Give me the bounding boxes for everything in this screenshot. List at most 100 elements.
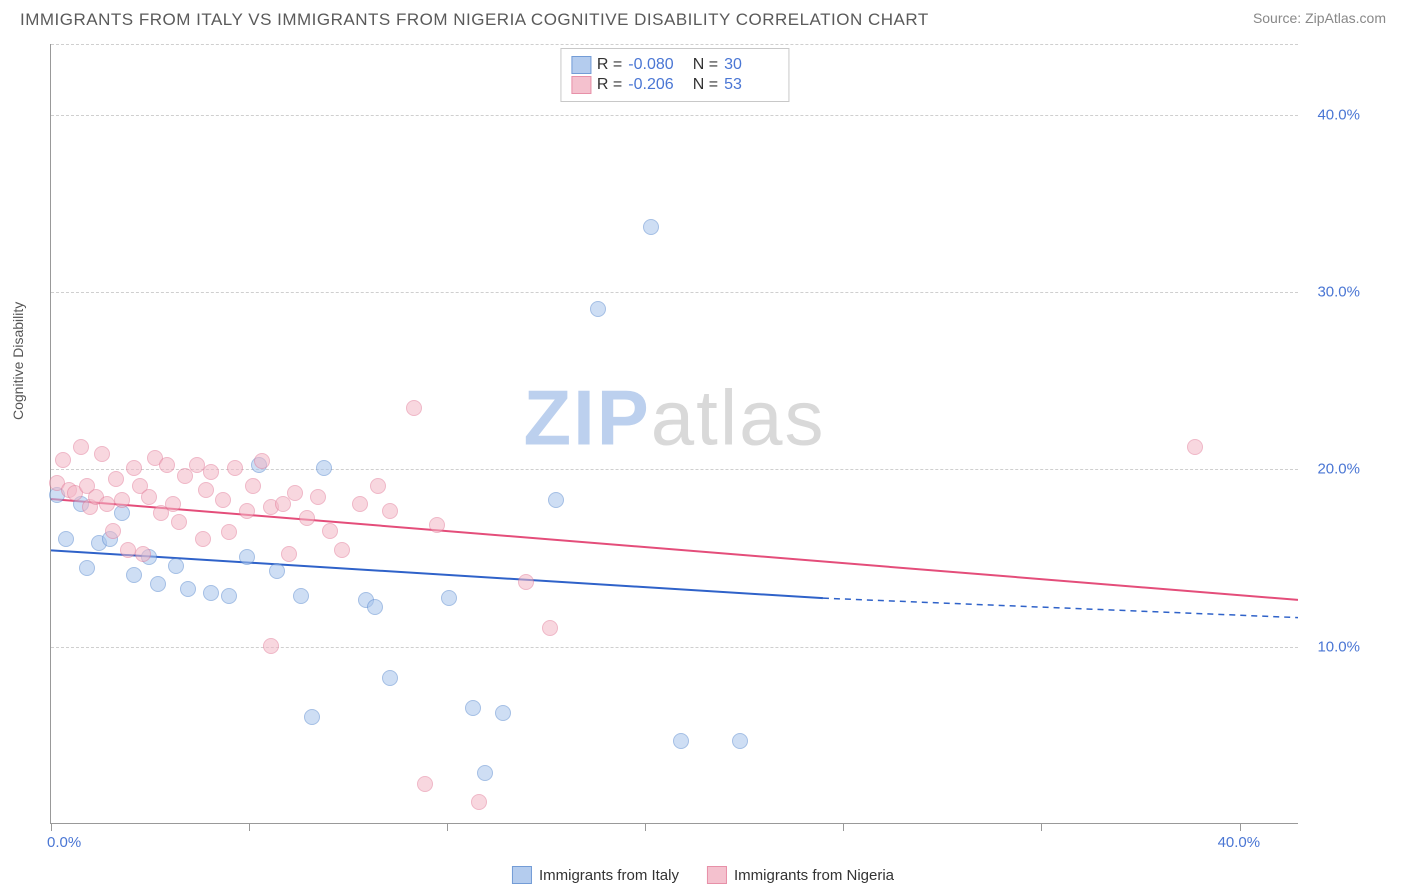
n-value-nigeria: 53 <box>724 76 778 94</box>
y-axis-label: Cognitive Disability <box>10 302 26 420</box>
bottom-legend-label-italy: Immigrants from Italy <box>539 867 679 884</box>
data-point-italy <box>168 558 184 574</box>
chart-title: IMMIGRANTS FROM ITALY VS IMMIGRANTS FROM… <box>20 10 929 30</box>
source-label: Source: ZipAtlas.com <box>1253 10 1386 26</box>
data-point-nigeria <box>195 531 211 547</box>
data-point-nigeria <box>471 794 487 810</box>
r-value-italy: -0.080 <box>628 56 682 74</box>
y-tick-label: 20.0% <box>1317 461 1360 478</box>
data-point-italy <box>495 705 511 721</box>
data-point-nigeria <box>120 542 136 558</box>
data-point-nigeria <box>126 460 142 476</box>
data-point-nigeria <box>215 492 231 508</box>
legend-swatch-italy <box>571 56 591 74</box>
data-point-italy <box>590 301 606 317</box>
data-point-italy <box>180 581 196 597</box>
data-point-nigeria <box>518 574 534 590</box>
x-tick-mark <box>447 823 448 831</box>
data-point-nigeria <box>254 453 270 469</box>
data-point-italy <box>239 549 255 565</box>
correlation-legend: R =-0.080 N =30R =-0.206 N =53 <box>560 48 789 102</box>
series-legend: Immigrants from Italy Immigrants from Nig… <box>512 866 894 884</box>
data-point-italy <box>293 588 309 604</box>
data-point-italy <box>150 576 166 592</box>
bottom-legend-item-nigeria: Immigrants from Nigeria <box>707 866 894 884</box>
regression-line-nigeria <box>51 499 1298 600</box>
data-point-nigeria <box>141 489 157 505</box>
data-point-nigeria <box>105 523 121 539</box>
y-tick-label: 30.0% <box>1317 284 1360 301</box>
x-tick-mark <box>1041 823 1042 831</box>
n-label: N = <box>688 76 718 94</box>
x-tick-mark <box>249 823 250 831</box>
x-tick-label: 40.0% <box>1218 834 1261 851</box>
data-point-italy <box>221 588 237 604</box>
r-label: R = <box>597 76 622 94</box>
data-point-italy <box>673 733 689 749</box>
data-point-italy <box>643 219 659 235</box>
data-point-nigeria <box>429 517 445 533</box>
scatter-plot-area: ZIPatlas R =-0.080 N =30R =-0.206 N =53 … <box>50 44 1298 824</box>
data-point-nigeria <box>189 457 205 473</box>
gridline <box>51 44 1298 45</box>
data-point-nigeria <box>334 542 350 558</box>
y-tick-label: 40.0% <box>1317 106 1360 123</box>
gridline <box>51 292 1298 293</box>
data-point-nigeria <box>406 400 422 416</box>
data-point-nigeria <box>281 546 297 562</box>
data-point-nigeria <box>203 464 219 480</box>
data-point-nigeria <box>299 510 315 526</box>
data-point-italy <box>367 599 383 615</box>
bottom-legend-swatch-italy <box>512 866 532 884</box>
data-point-nigeria <box>263 638 279 654</box>
data-point-italy <box>58 531 74 547</box>
data-point-italy <box>269 563 285 579</box>
data-point-nigeria <box>165 496 181 512</box>
data-point-nigeria <box>94 446 110 462</box>
data-point-nigeria <box>227 460 243 476</box>
data-point-italy <box>304 709 320 725</box>
data-point-nigeria <box>114 492 130 508</box>
data-point-italy <box>203 585 219 601</box>
r-value-nigeria: -0.206 <box>628 76 682 94</box>
n-label: N = <box>688 56 718 74</box>
regression-extrapolation-italy <box>823 598 1298 617</box>
data-point-nigeria <box>1187 439 1203 455</box>
data-point-nigeria <box>370 478 386 494</box>
data-point-nigeria <box>287 485 303 501</box>
data-point-italy <box>316 460 332 476</box>
data-point-nigeria <box>171 514 187 530</box>
data-point-nigeria <box>55 452 71 468</box>
gridline <box>51 647 1298 648</box>
r-label: R = <box>597 56 622 74</box>
regression-line-italy <box>51 550 823 598</box>
legend-row-nigeria: R = -0.206 N = 53 <box>571 75 778 95</box>
y-tick-label: 10.0% <box>1317 638 1360 655</box>
data-point-italy <box>126 567 142 583</box>
data-point-italy <box>732 733 748 749</box>
bottom-legend-item-italy: Immigrants from Italy <box>512 866 679 884</box>
regression-lines-layer <box>51 44 1298 823</box>
data-point-italy <box>79 560 95 576</box>
data-point-nigeria <box>542 620 558 636</box>
data-point-nigeria <box>221 524 237 540</box>
watermark-part2: atlas <box>651 373 826 461</box>
data-point-nigeria <box>198 482 214 498</box>
data-point-italy <box>465 700 481 716</box>
x-tick-label: 0.0% <box>47 834 81 851</box>
chart-header: IMMIGRANTS FROM ITALY VS IMMIGRANTS FROM… <box>0 0 1406 36</box>
data-point-nigeria <box>108 471 124 487</box>
data-point-italy <box>441 590 457 606</box>
legend-row-italy: R =-0.080 N =30 <box>571 55 778 75</box>
data-point-nigeria <box>159 457 175 473</box>
data-point-nigeria <box>382 503 398 519</box>
data-point-nigeria <box>245 478 261 494</box>
x-tick-mark <box>645 823 646 831</box>
data-point-nigeria <box>352 496 368 512</box>
x-tick-mark <box>843 823 844 831</box>
watermark: ZIPatlas <box>523 372 825 463</box>
data-point-nigeria <box>417 776 433 792</box>
data-point-nigeria <box>135 546 151 562</box>
data-point-nigeria <box>322 523 338 539</box>
data-point-nigeria <box>239 503 255 519</box>
